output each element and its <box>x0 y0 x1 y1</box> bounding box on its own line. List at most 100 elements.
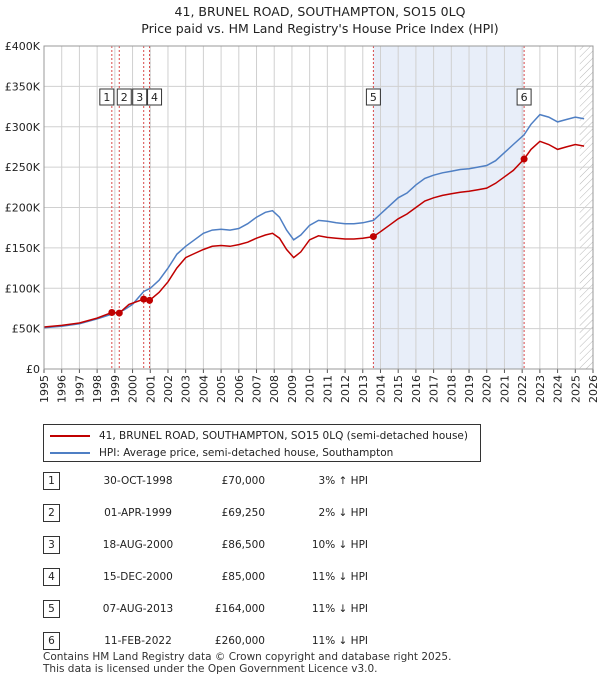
table-row: 2 01-APR-1999 £69,250 2% ↓ HPI <box>43 504 463 524</box>
transaction-number: 1 <box>43 472 60 490</box>
y-tick-label: £50K <box>12 323 41 336</box>
table-row: 4 15-DEC-2000 £85,000 11% ↓ HPI <box>43 568 463 588</box>
x-tick-label: 2011 <box>321 375 334 403</box>
x-tick-label: 2021 <box>498 375 511 403</box>
transaction-label: 1 <box>103 91 110 104</box>
x-tick-label: 2000 <box>127 375 140 403</box>
x-tick-label: 1997 <box>73 375 86 403</box>
table-row: 3 18-AUG-2000 £86,500 10% ↓ HPI <box>43 536 463 556</box>
y-tick-label: £300K <box>5 121 41 134</box>
transaction-point <box>108 308 116 316</box>
x-tick-label: 2002 <box>162 375 175 403</box>
x-tick-label: 2014 <box>374 375 387 403</box>
y-tick-label: £250K <box>5 161 41 174</box>
transaction-price: £260,000 <box>214 635 265 647</box>
footer-attribution: Contains HM Land Registry data © Crown c… <box>43 651 452 675</box>
price-series-line <box>43 140 585 328</box>
legend-item-hpi: HPI: Average price, semi-detached house,… <box>50 445 393 461</box>
x-tick-label: 1999 <box>109 375 122 403</box>
x-tick-label: 1996 <box>56 375 69 403</box>
legend-label-hpi: HPI: Average price, semi-detached house,… <box>99 447 394 459</box>
x-tick-label: 2009 <box>286 375 299 403</box>
footer-line-2: This data is licensed under the Open Gov… <box>43 662 378 675</box>
x-tick-label: 2026 <box>587 375 600 403</box>
x-tick-label: 2012 <box>339 375 352 403</box>
table-row: 6 11-FEB-2022 £260,000 11% ↓ HPI <box>43 632 463 652</box>
transaction-hpi-relation: 11% ↓ HPI <box>311 571 368 583</box>
table-row: 1 30-OCT-1998 £70,000 3% ↑ HPI <box>43 472 463 492</box>
transaction-point <box>115 309 123 317</box>
x-tick-label: 1995 <box>38 375 51 403</box>
transaction-label-box <box>516 88 532 106</box>
transaction-label-box <box>147 88 163 106</box>
transaction-point <box>140 295 148 303</box>
hpi-series-line <box>43 113 585 329</box>
legend-label-price: 41, BRUNEL ROAD, SOUTHAMPTON, SO15 0LQ (… <box>99 430 468 442</box>
x-tick-label: 2001 <box>144 375 157 403</box>
x-tick-label: 2007 <box>251 375 264 403</box>
chart-title: 41, BRUNEL ROAD, SOUTHAMPTON, SO15 0LQ <box>175 4 466 19</box>
transaction-number: 3 <box>43 536 60 554</box>
x-tick-label: 2022 <box>516 375 529 403</box>
x-tick-label: 2010 <box>304 375 317 403</box>
x-tick-label: 2017 <box>428 375 441 403</box>
x-tick-label: 2015 <box>392 375 405 403</box>
legend-swatch-price <box>50 435 90 437</box>
transaction-label-box <box>132 88 148 106</box>
y-tick-label: £200K <box>5 202 41 215</box>
x-tick-label: 2016 <box>410 375 423 403</box>
transaction-date: 07-AUG-2013 <box>102 603 174 615</box>
x-tick-label: 1998 <box>91 375 104 403</box>
plot-frame <box>43 45 594 370</box>
x-tick-label: 2006 <box>233 375 246 403</box>
x-tick-label: 2018 <box>445 375 458 403</box>
transaction-number: 2 <box>43 504 60 522</box>
y-tick-label: £0 <box>26 363 40 376</box>
transaction-hpi-relation: 2% ↓ HPI <box>318 507 368 519</box>
transaction-hpi-relation: 10% ↓ HPI <box>311 539 368 551</box>
transaction-point <box>520 155 528 163</box>
transaction-label-box <box>99 88 115 106</box>
transaction-number: 6 <box>43 632 60 650</box>
y-tick-label: £400K <box>5 40 41 53</box>
x-tick-label: 2008 <box>268 375 281 403</box>
transaction-price: £164,000 <box>214 603 265 615</box>
legend-item-price: 41, BRUNEL ROAD, SOUTHAMPTON, SO15 0LQ (… <box>50 428 468 444</box>
x-tick-label: 2013 <box>357 375 370 403</box>
transaction-label-box <box>116 88 132 106</box>
footer-line-1: Contains HM Land Registry data © Crown c… <box>43 651 452 663</box>
y-tick-label: £150K <box>5 242 41 255</box>
transaction-point <box>146 296 154 304</box>
transaction-label-box <box>365 88 381 106</box>
x-tick-label: 2024 <box>552 375 565 403</box>
transaction-number: 4 <box>43 568 60 586</box>
x-tick-label: 2020 <box>481 375 494 403</box>
price-chart: 41, BRUNEL ROAD, SOUTHAMPTON, SO15 0LQ P… <box>5 4 600 403</box>
x-tick-label: 2003 <box>180 375 193 403</box>
transaction-label: 5 <box>370 91 377 104</box>
x-tick-label: 2005 <box>215 375 228 403</box>
transaction-date: 30-OCT-1998 <box>103 475 173 487</box>
transaction-hpi-relation: 11% ↓ HPI <box>311 635 368 647</box>
transaction-number: 5 <box>43 600 60 618</box>
transaction-label: 2 <box>121 91 128 104</box>
legend: 41, BRUNEL ROAD, SOUTHAMPTON, SO15 0LQ (… <box>43 424 481 462</box>
chart-subtitle: Price paid vs. HM Land Registry's House … <box>141 21 498 36</box>
transaction-hpi-relation: 3% ↑ HPI <box>318 475 368 487</box>
transaction-hpi-relation: 11% ↓ HPI <box>311 603 368 615</box>
transaction-label: 6 <box>521 91 528 104</box>
transaction-date: 01-APR-1999 <box>104 507 172 519</box>
transaction-price: £86,500 <box>221 539 265 551</box>
x-tick-label: 2004 <box>197 375 210 403</box>
transaction-price: £69,250 <box>221 507 265 519</box>
y-tick-label: £100K <box>5 282 41 295</box>
table-row: 5 07-AUG-2013 £164,000 11% ↓ HPI <box>43 600 463 620</box>
y-tick-label: £350K <box>5 80 41 93</box>
transaction-price: £70,000 <box>221 475 265 487</box>
x-tick-label: 2023 <box>534 375 547 403</box>
legend-swatch-hpi <box>50 452 90 454</box>
transaction-price: £85,000 <box>221 571 265 583</box>
transaction-point <box>369 233 377 241</box>
transaction-date: 18-AUG-2000 <box>102 539 174 551</box>
x-tick-label: 2025 <box>569 375 582 403</box>
